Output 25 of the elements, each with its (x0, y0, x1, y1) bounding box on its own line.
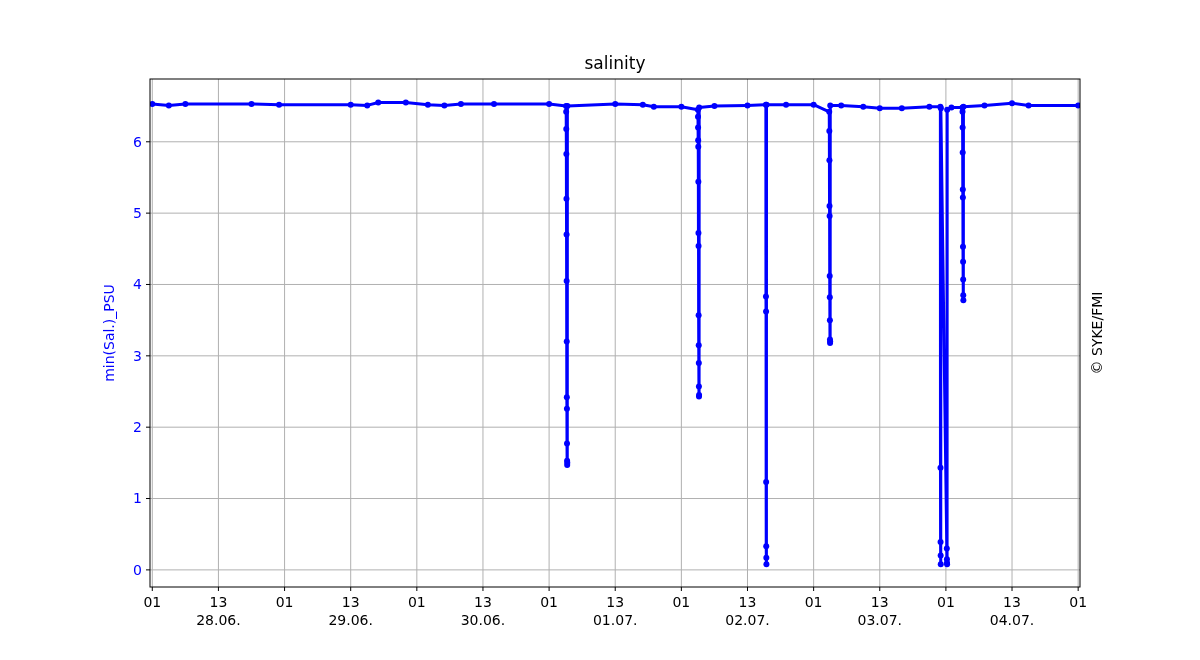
y-tick-label: 4 (133, 276, 143, 293)
y-tick-label: 0 (133, 561, 142, 578)
y-tick-label: 1 (133, 490, 142, 507)
x-tick-label: 13 03.07. (857, 594, 903, 628)
x-tick-label: 01 (672, 594, 691, 610)
y-axis-title: min(Sal.)_PSU (101, 284, 117, 382)
x-tick-label: 01 (936, 594, 955, 610)
x-tick-label: 01 (1069, 594, 1088, 610)
x-tick-label: 01 (407, 594, 426, 610)
x-tick-label: 01 (275, 594, 294, 610)
chart-title: salinity (584, 53, 646, 73)
y-tick-label: 3 (133, 347, 142, 364)
text: © SYKE/FMI (1089, 291, 1105, 375)
x-tick-label: 01 (804, 594, 823, 610)
x-tick-label: 13 29.06. (328, 594, 373, 628)
x-tick-label: 13 01.07. (592, 594, 638, 628)
y-tick-label: 2 (133, 419, 142, 436)
x-tick-label: 01 (143, 594, 162, 610)
y-tick-label: 6 (133, 133, 143, 150)
x-tick-label: 13 04.07. (989, 594, 1035, 628)
x-tick-label: 13 02.07. (725, 594, 770, 628)
x-tick-label: 13 28.06. (196, 594, 241, 628)
x-tick-label: 01 (540, 594, 559, 610)
y-tick-label: 5 (133, 205, 142, 222)
x-tick-label: 13 30.06. (460, 594, 506, 628)
